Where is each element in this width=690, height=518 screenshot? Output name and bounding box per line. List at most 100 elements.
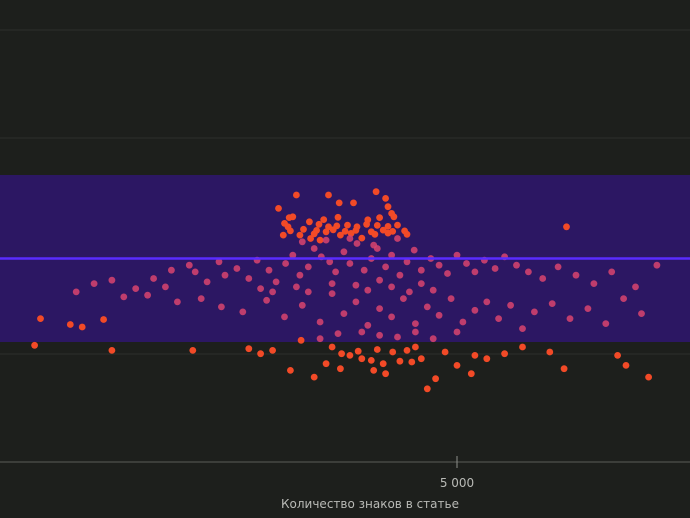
data-point-outside [338,350,345,358]
data-point-inside [304,288,312,296]
data-point-outside [379,360,387,368]
data-point-inside [620,295,627,302]
data-point-outside [563,223,570,231]
data-point-outside [371,230,379,238]
data-point-inside [328,290,336,297]
data-point-outside [307,235,314,242]
data-point-outside [341,227,349,235]
data-point-inside [554,263,562,271]
data-point-inside [396,271,404,279]
data-point-outside [390,213,398,221]
data-point-outside [350,199,357,207]
data-point-outside [403,230,411,238]
data-point-outside [622,362,630,369]
data-point-inside [332,268,339,276]
data-point-outside [394,221,401,229]
data-point-outside [370,367,378,374]
data-point-inside [239,308,247,316]
data-point-inside [435,261,443,269]
data-point-inside [272,278,280,286]
data-point-inside [507,301,514,309]
data-point-inside [191,268,199,276]
data-point-outside [189,347,197,354]
data-point-outside [37,315,44,322]
data-point-inside [566,315,574,322]
data-point-outside [334,213,342,221]
data-point-outside [453,362,461,369]
data-point-inside [429,286,437,294]
data-point-inside [513,261,520,269]
data-point-inside [471,306,479,314]
data-point-outside [519,343,526,351]
data-point-inside [376,276,383,284]
data-point-inside [281,313,288,321]
data-point-inside [360,266,368,274]
data-point-outside [297,336,305,344]
data-point-outside [363,220,370,228]
data-point-outside [284,223,292,231]
data-point-inside [525,268,532,276]
data-point-inside [328,280,336,287]
data-point-inside [590,280,598,287]
data-point-inside [358,328,366,336]
data-point-inside [245,275,253,282]
data-point-inside [453,328,461,336]
data-point-outside [501,350,508,358]
data-point-outside [315,220,323,228]
data-point-inside [346,235,354,242]
data-point-inside [519,325,526,332]
data-point-inside [263,296,270,304]
data-point-outside [287,367,294,374]
data-point-outside [329,226,337,234]
data-point-inside [444,270,451,277]
data-point-outside [358,234,366,242]
data-point-inside [304,263,312,271]
data-point-inside [340,310,348,317]
data-point-inside [495,315,502,322]
data-point-outside [310,230,318,238]
data-point-inside [471,268,479,276]
data-point-outside [412,343,419,351]
data-point-inside [257,285,264,292]
data-point-outside [471,352,479,359]
data-point-inside [376,305,383,312]
data-point-outside [66,321,74,328]
data-point-outside [279,231,287,239]
data-point-inside [289,251,297,259]
data-point-inside [334,330,342,337]
data-point-inside [548,300,556,307]
data-point-inside [346,260,354,267]
data-point-inside [174,298,181,306]
data-point-outside [346,352,354,359]
data-point-inside [326,258,334,266]
data-point-outside [325,191,332,199]
data-point-inside [364,286,372,294]
data-point-inside [463,260,470,267]
data-point-outside [614,352,621,359]
data-point-outside [344,221,351,229]
data-point-inside [265,266,273,274]
data-point-inside [221,271,229,279]
data-point-outside [560,365,568,373]
data-point-outside [328,343,336,351]
data-point-outside [310,373,318,381]
data-point-outside [382,370,389,378]
data-point-outside [384,203,392,211]
data-point-inside [370,241,378,249]
data-point-inside [162,283,169,291]
data-point-outside [432,375,439,383]
data-point-outside [389,348,397,356]
data-point-inside [203,278,211,286]
data-point-inside [215,258,223,266]
data-point-inside [282,260,289,267]
data-point-outside [376,214,383,222]
data-point-inside [584,305,592,312]
data-point-outside [441,348,449,356]
data-point-inside [417,266,425,274]
data-points [31,188,661,393]
data-point-inside [90,280,98,287]
data-point-outside [337,231,344,239]
data-point-inside [376,331,383,339]
data-point-outside [467,370,475,378]
